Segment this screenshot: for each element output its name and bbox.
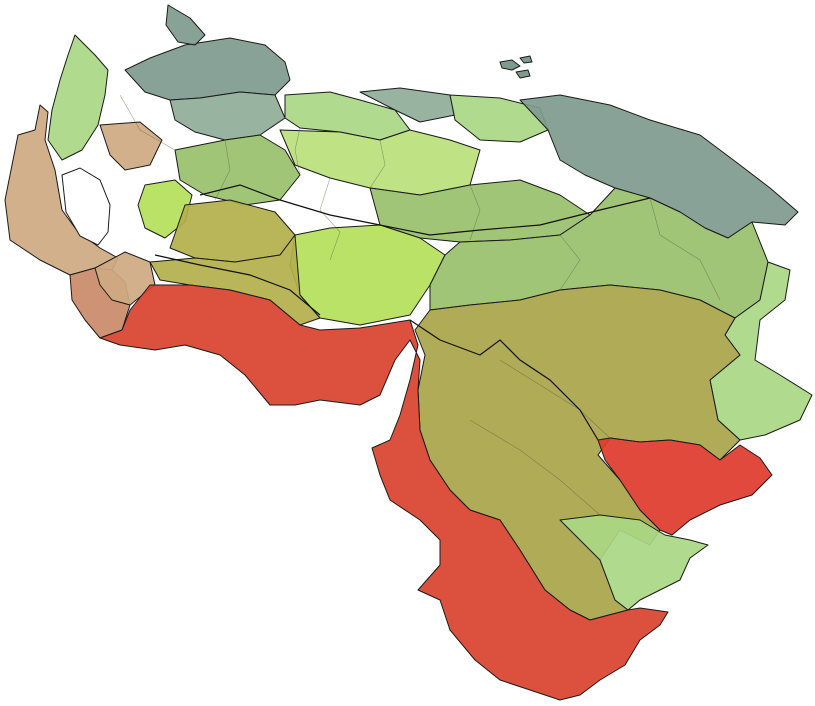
region-center-lime-2[interactable]: [174, 134, 301, 206]
region-west-tan-inner[interactable]: [99, 121, 163, 171]
region-red-south[interactable]: [99, 284, 669, 701]
region-north-coast-4[interactable]: [449, 94, 549, 143]
region-center-lime-1[interactable]: [279, 129, 481, 196]
lake: [61, 167, 111, 246]
region-southeast-light[interactable]: [559, 514, 709, 611]
state-borders: [154, 184, 651, 441]
island-1: [499, 59, 521, 71]
island-2: [515, 69, 531, 79]
region-northwest-peninsula[interactable]: [47, 34, 109, 161]
region-north-coast-1[interactable]: [169, 91, 286, 141]
region-north-slate-head[interactable]: [165, 4, 206, 46]
island-3: [519, 55, 533, 64]
islands: [499, 55, 533, 79]
region-north-slate[interactable]: [124, 37, 291, 101]
region-andes-mid[interactable]: [169, 199, 296, 263]
region-red-east[interactable]: [597, 437, 773, 536]
region-west-tan[interactable]: [4, 104, 119, 276]
